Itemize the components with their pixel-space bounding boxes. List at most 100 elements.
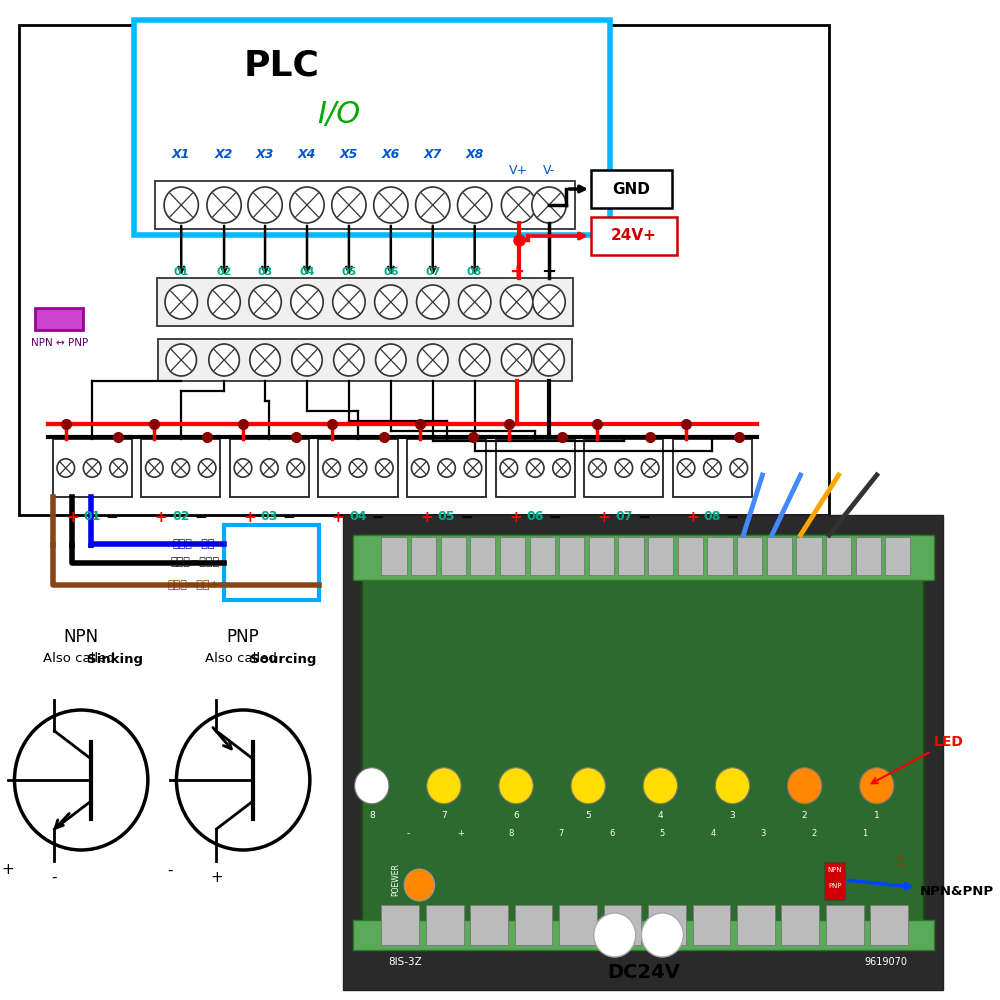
Text: 8IS-3Z: 8IS-3Z (388, 957, 422, 967)
Text: −: − (371, 510, 384, 524)
Circle shape (464, 459, 482, 477)
Bar (515, 905, 552, 945)
Text: 8: 8 (508, 829, 514, 838)
Text: X8: X8 (465, 148, 484, 161)
Circle shape (526, 459, 544, 477)
Text: -: - (167, 862, 173, 878)
Text: NPN&PNP: NPN&PNP (848, 880, 994, 898)
Text: +: + (509, 263, 524, 281)
Circle shape (641, 913, 683, 957)
Text: 02: 02 (172, 510, 189, 524)
Bar (530, 537, 555, 575)
Bar (781, 905, 819, 945)
Bar (230, 439, 309, 497)
Bar (407, 439, 486, 497)
Circle shape (165, 285, 197, 319)
Bar (158, 339, 572, 381)
Bar (224, 525, 319, 600)
Text: 03: 03 (261, 510, 278, 524)
Text: 3: 3 (730, 811, 735, 820)
Bar (318, 439, 398, 497)
Text: 棕色线=电源+: 棕色线=电源+ (167, 580, 219, 590)
Bar (470, 537, 495, 575)
Circle shape (198, 459, 216, 477)
Bar (500, 537, 525, 575)
Text: 01: 01 (174, 267, 189, 277)
Circle shape (553, 459, 570, 477)
Circle shape (641, 459, 659, 477)
Text: 2: 2 (811, 829, 817, 838)
Bar (737, 905, 775, 945)
Circle shape (438, 459, 455, 477)
Circle shape (458, 285, 491, 319)
Text: 6: 6 (513, 811, 519, 820)
Circle shape (287, 459, 304, 477)
Text: 04: 04 (349, 510, 367, 524)
Text: 4: 4 (710, 829, 716, 838)
Bar (591, 217, 677, 255)
Text: 06: 06 (383, 267, 399, 277)
Circle shape (209, 344, 239, 376)
Text: 1: 1 (874, 811, 880, 820)
Text: I/O: I/O (317, 101, 360, 129)
Bar (796, 537, 822, 575)
Text: NPN: NPN (64, 628, 99, 646)
Bar (343, 515, 943, 990)
Circle shape (533, 285, 565, 319)
Bar (19, 25, 829, 515)
Bar (584, 439, 663, 497)
Circle shape (292, 344, 322, 376)
Bar (35, 308, 83, 330)
Circle shape (787, 768, 822, 804)
Circle shape (333, 285, 365, 319)
Bar (591, 170, 672, 208)
Circle shape (166, 344, 196, 376)
Circle shape (615, 459, 633, 477)
Circle shape (355, 768, 389, 804)
Bar (426, 905, 464, 945)
Text: DC24V: DC24V (607, 964, 680, 982)
Bar (496, 439, 575, 497)
Text: 1: 1 (862, 829, 867, 838)
Text: 05: 05 (341, 267, 357, 277)
Bar (381, 905, 419, 945)
Text: X7: X7 (424, 148, 442, 161)
Circle shape (416, 187, 450, 223)
Circle shape (250, 344, 280, 376)
Text: X1: X1 (172, 148, 190, 161)
Text: X4: X4 (298, 148, 316, 161)
Circle shape (332, 187, 366, 223)
Text: −: − (549, 510, 561, 524)
Circle shape (501, 187, 536, 223)
Text: −: − (106, 510, 118, 524)
Text: POEWER: POEWER (391, 864, 400, 896)
Bar (618, 537, 644, 575)
Bar (856, 537, 881, 575)
Bar (693, 905, 730, 945)
Text: 6: 6 (609, 829, 615, 838)
Circle shape (500, 459, 518, 477)
Text: −: − (283, 510, 295, 524)
Text: NPN ↔ PNP: NPN ↔ PNP (31, 338, 88, 348)
Circle shape (334, 344, 364, 376)
Text: +: + (457, 829, 464, 838)
Bar (353, 535, 934, 580)
Text: ☆: ☆ (894, 854, 907, 870)
Text: X6: X6 (382, 148, 400, 161)
Circle shape (208, 285, 240, 319)
Bar (673, 439, 752, 497)
Bar (589, 537, 614, 575)
Text: +: + (420, 510, 433, 524)
Circle shape (110, 459, 127, 477)
Text: 8: 8 (369, 811, 375, 820)
Text: GND: GND (612, 182, 650, 196)
Text: 5: 5 (660, 829, 665, 838)
Text: X3: X3 (256, 148, 274, 161)
Circle shape (207, 187, 241, 223)
Circle shape (249, 285, 281, 319)
Text: 01: 01 (83, 510, 101, 524)
Bar (648, 537, 673, 575)
Circle shape (715, 768, 750, 804)
Bar (648, 905, 686, 945)
Circle shape (376, 459, 393, 477)
